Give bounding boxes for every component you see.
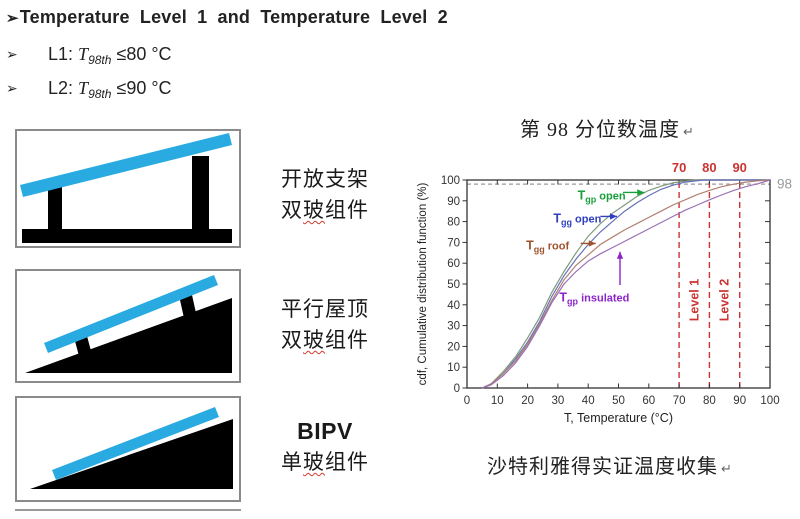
heading-text: Temperature Level 1 and Temperature Leve… xyxy=(19,7,448,27)
hline-98-label: 98 xyxy=(777,177,792,192)
caption-line: 双玻组件 xyxy=(281,198,369,222)
bullet-arrow-icon: ➢ xyxy=(6,80,18,96)
x-tick-label: 10 xyxy=(491,395,504,407)
curve-Tgg-roof xyxy=(481,179,771,389)
pv-panel xyxy=(52,407,219,480)
level-1-row: ➢ L1: T98th ≤80 °C xyxy=(0,44,400,68)
roof-slope xyxy=(25,298,232,373)
cdf-chart-svg: 70 80 90 Level 1 Level 2 0 10 20 30 40 50 60 70 80 90 1… xyxy=(417,160,792,425)
curve-label-Tgg-roof: Tgg roof xyxy=(526,239,569,255)
bullet-arrow-icon: ➢ xyxy=(6,46,18,62)
level-1-variable: T xyxy=(78,44,89,64)
level-2-subscript: 98th xyxy=(88,87,112,101)
caption-line: 开放支架 xyxy=(281,167,369,191)
y-tick-label: 40 xyxy=(447,300,460,312)
return-mark-icon: ↵ xyxy=(721,461,732,476)
standoff xyxy=(180,295,196,318)
chart-title-text: 第 98 分位数温度 xyxy=(520,119,680,141)
caption-line: 单玻组件 xyxy=(281,450,369,474)
level-2-row: ➢ L2: T98th ≤90 °C xyxy=(0,78,400,102)
partial-box-edge xyxy=(15,509,241,519)
y-tick-label: 80 xyxy=(447,217,460,229)
y-tick-label: 20 xyxy=(447,341,460,353)
tall-post xyxy=(192,156,209,230)
level-1-subscript: 98th xyxy=(88,53,112,67)
chart-caption: 沙特利雅得实证温度收集 ↵ xyxy=(487,450,732,479)
y-tick-label: 90 xyxy=(447,196,460,208)
y-tick-label: 100 xyxy=(441,175,460,187)
caption-line: BIPV xyxy=(297,418,353,444)
caption-line: 平行屋顶 xyxy=(281,297,369,321)
parallel-roof-drawing xyxy=(25,275,232,373)
annotation-arrowhead-icon xyxy=(616,251,624,259)
curve-Tgp-open xyxy=(481,179,770,389)
level-2-label: L2: xyxy=(48,78,74,98)
x-tick-label: 50 xyxy=(612,395,625,407)
parallel-roof-diagram xyxy=(15,269,241,383)
x-tick-label: 100 xyxy=(760,395,779,407)
curve-label-Tgp-open: Tgp open xyxy=(578,189,626,205)
y-tick-label: 10 xyxy=(447,362,460,374)
spellcheck-wavy-char: 玻 xyxy=(303,328,325,352)
zone-label: Level 1 xyxy=(687,279,701,321)
x-tick-label: 30 xyxy=(552,395,565,407)
parallel-roof-caption: 平行屋顶双玻组件 xyxy=(240,294,410,356)
level-2-variable: T xyxy=(78,78,89,98)
open-rack-caption: 开放支架双玻组件 xyxy=(240,164,410,226)
y-tick-label: 60 xyxy=(447,258,460,270)
return-mark-icon: ↵ xyxy=(683,124,694,139)
level-1-condition: ≤80 °C xyxy=(116,44,172,64)
curve-label-Tgg-open: Tgg open xyxy=(553,211,601,227)
x-tick-label: 60 xyxy=(642,395,655,407)
curve-Tgg-open xyxy=(481,179,770,389)
zone-label: Level 2 xyxy=(718,279,732,321)
x-tick-label: 80 xyxy=(703,395,716,407)
bipv-diagram xyxy=(15,396,241,502)
annotation-arrowhead-icon xyxy=(637,189,645,196)
annotation-arrowhead-icon xyxy=(609,213,617,220)
level-2-text: L2: T98th ≤90 °C xyxy=(48,78,172,101)
x-tick-label: 20 xyxy=(521,395,534,407)
curve-label-Tgp-insulated: Tgp insulated xyxy=(559,291,629,307)
cdf-chart: 70 80 90 Level 1 Level 2 0 10 20 30 40 50 60 70 80 90 1… xyxy=(415,150,800,440)
slide-heading: ➢Temperature Level 1 and Temperature Lev… xyxy=(6,7,448,28)
vline-label-90: 90 xyxy=(732,160,746,175)
open-rack-drawing xyxy=(20,133,232,243)
level-1-label: L1: xyxy=(48,44,74,64)
x-tick-label: 70 xyxy=(673,395,686,407)
y-axis-label: cdf, Cumulative distribution function (%… xyxy=(417,183,429,386)
roof-slope xyxy=(30,419,233,489)
x-tick-label: 40 xyxy=(582,395,595,407)
curve-Tgp-insulated xyxy=(482,179,771,389)
y-tick-label: 30 xyxy=(447,321,460,333)
spellcheck-wavy-char: 玻 xyxy=(303,450,325,474)
pv-panel xyxy=(20,133,232,197)
vline-label-70: 70 xyxy=(672,160,686,175)
level-2-condition: ≤90 °C xyxy=(116,78,172,98)
short-post xyxy=(48,187,62,230)
x-axis-label: T, Temperature (°C) xyxy=(564,411,673,425)
caption-line: 双玻组件 xyxy=(281,328,369,352)
spellcheck-wavy-char: 玻 xyxy=(303,198,325,222)
level-1-text: L1: T98th ≤80 °C xyxy=(48,44,172,67)
pv-panel xyxy=(44,275,218,353)
bipv-caption: BIPV 单玻组件 xyxy=(240,416,410,478)
y-tick-label: 50 xyxy=(447,279,460,291)
bipv-drawing xyxy=(30,407,233,489)
x-tick-label: 0 xyxy=(464,395,470,407)
chart-title: 第 98 分位数温度 ↵ xyxy=(520,113,694,142)
ground-bar xyxy=(22,229,232,243)
standoff xyxy=(75,336,91,356)
x-tick-label: 90 xyxy=(733,395,746,407)
chart-caption-text: 沙特利雅得实证温度收集 xyxy=(487,456,718,478)
bullet-arrow-icon: ➢ xyxy=(6,10,19,27)
open-rack-diagram xyxy=(15,129,241,248)
vline-label-80: 80 xyxy=(702,160,716,175)
y-tick-label: 70 xyxy=(447,237,460,249)
y-tick-label: 0 xyxy=(454,383,460,395)
annotation-arrowhead-icon xyxy=(588,240,596,247)
